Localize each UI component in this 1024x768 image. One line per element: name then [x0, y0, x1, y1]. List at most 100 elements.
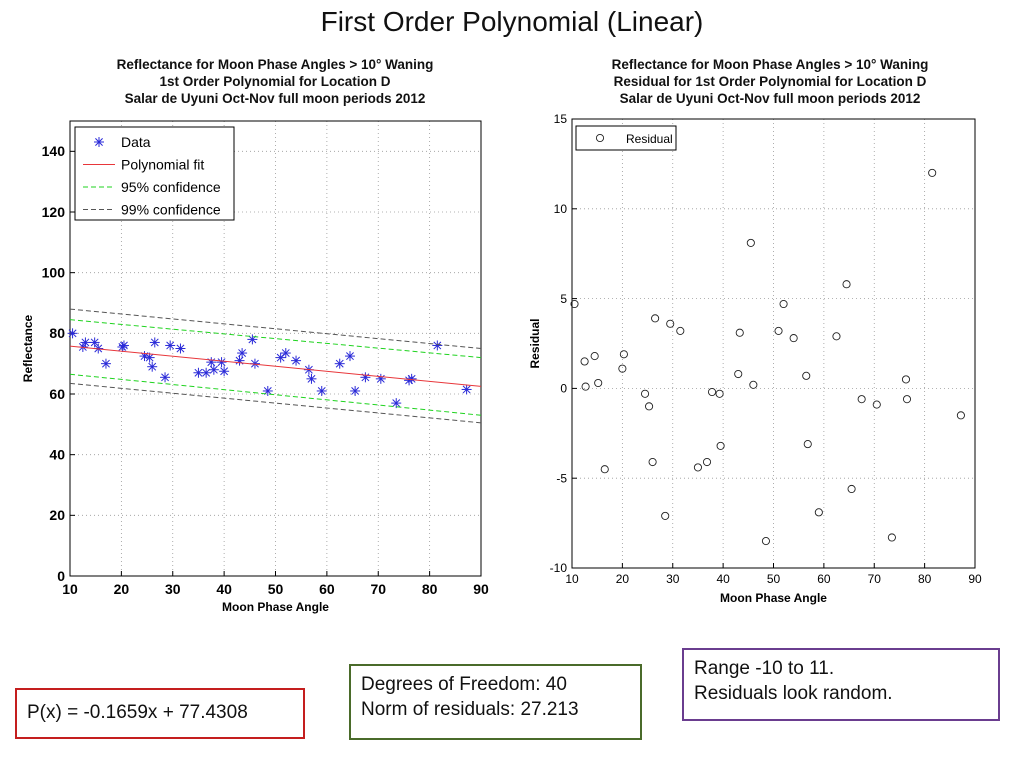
chart-title-right: Reflectance for Moon Phase Angles > 10° …: [565, 56, 975, 107]
legend-label: Polynomial fit: [121, 157, 204, 173]
x-tick-label: 40: [716, 572, 730, 586]
data-point: [149, 337, 160, 348]
residual-point: [661, 511, 670, 520]
residual-point: [702, 457, 712, 467]
y-tick-label: 15: [554, 112, 568, 126]
y-tick-label: 0: [57, 568, 65, 584]
residual-point: [749, 380, 758, 389]
chart-title-right-line-3: Salar de Uyuni Oct-Nov full moon periods…: [619, 91, 921, 106]
slide-title: First Order Polynomial (Linear): [320, 6, 704, 37]
residual-point: [901, 375, 911, 384]
legend-label: Data: [121, 134, 151, 150]
residual-point: [872, 400, 881, 409]
equation-text: P(x) = -0.1659x + 77.4308: [27, 702, 248, 723]
x-axis-label: Moon Phase Angle: [720, 591, 827, 605]
residual-point: [746, 238, 755, 247]
residual-point: [842, 280, 851, 289]
residual-point: [887, 533, 896, 542]
residual-point: [570, 299, 579, 309]
data-point: [344, 351, 355, 362]
data-point: [208, 364, 219, 375]
legend-label: 99% confidence: [121, 202, 221, 218]
x-axis-label: Moon Phase Angle: [222, 600, 329, 614]
residual-point: [802, 371, 811, 380]
data-point: [234, 355, 245, 366]
y-tick-label: 40: [49, 447, 65, 463]
residual-point: [666, 319, 675, 328]
data-point: [316, 385, 327, 396]
x-tick-label: 60: [319, 581, 335, 597]
range-text: Range -10 to 11.: [694, 658, 835, 679]
polynomial-fit-line: [69, 345, 482, 387]
data-point: [334, 358, 345, 369]
legend-residual-marker: [595, 133, 605, 143]
equation-box: P(x) = -0.1659x + 77.4308: [15, 688, 305, 739]
y-tick-label: -10: [550, 561, 568, 575]
chart-title-right-line-2: Residual for 1st Order Polynomial for Lo…: [613, 74, 927, 89]
residual-point: [761, 537, 770, 546]
x-tick-label: 60: [817, 572, 831, 586]
data-point: [201, 367, 212, 378]
data-point: [391, 398, 402, 409]
residual-point: [640, 389, 650, 398]
residual-point: [581, 382, 590, 391]
residual-point: [715, 389, 724, 398]
y-tick-label: 5: [560, 292, 567, 306]
norm-of-residuals-text: Norm of residuals: 27.213: [361, 699, 579, 720]
data-point: [89, 337, 100, 348]
residual-point: [651, 314, 660, 323]
y-tick-label: -5: [556, 471, 567, 485]
residual-point: [645, 402, 654, 411]
residual-point: [803, 440, 812, 449]
data-point: [461, 384, 472, 395]
x-tick-label: 20: [114, 581, 130, 597]
y-tick-label: 120: [42, 204, 66, 220]
data-point: [262, 385, 273, 396]
residual-point: [580, 357, 589, 366]
data-point: [280, 348, 291, 359]
chart-legend: Data Polynomial fit 95% confidence 99% conf…: [74, 126, 235, 221]
x-tick-label: 90: [473, 581, 489, 597]
residual-point: [774, 326, 783, 335]
residual-point: [707, 387, 717, 397]
residual-point: [693, 463, 702, 472]
residual-point: [789, 334, 798, 343]
data-point: [432, 340, 443, 351]
degrees-of-freedom-text: Degrees of Freedom: 40: [361, 674, 567, 695]
data-point: [219, 366, 230, 377]
data-point: [291, 355, 302, 366]
x-tick-label: 90: [968, 572, 982, 586]
residual-point: [676, 326, 685, 335]
residual-point: [734, 369, 743, 379]
confidence-99-upper-line: [69, 308, 482, 349]
data-point: [375, 373, 386, 384]
residual-point: [618, 364, 627, 373]
chart-title-left-line-3: Salar de Uyuni Oct-Nov full moon periods…: [124, 91, 426, 106]
x-tick-label: 50: [767, 572, 781, 586]
y-tick-label: 10: [554, 202, 568, 216]
residual-point: [600, 465, 609, 474]
residual-point: [594, 378, 603, 388]
confidence-99-lower-line: [69, 382, 482, 424]
x-tick-label: 30: [666, 572, 680, 586]
x-tick-label: 30: [165, 581, 181, 597]
chart-title-left-line-1: Reflectance for Moon Phase Angles > 10° …: [116, 57, 434, 72]
legend-data-marker: [94, 137, 104, 147]
x-tick-label: 70: [868, 572, 882, 586]
legend-label: 95% confidence: [121, 179, 221, 195]
residuals-random-text: Residuals look random.: [694, 683, 893, 704]
range-note-box: Range -10 to 11. Residuals look random.: [682, 648, 1000, 721]
legend-frame: [575, 125, 677, 151]
residual-point: [814, 508, 823, 517]
x-tick-label: 10: [62, 581, 78, 597]
y-axis-label: Residual: [528, 318, 542, 368]
data-point: [175, 343, 186, 354]
reflectance-chart: 10 20 30 40 50 60 70 80 90 0 20 40 60 80 100 120 140 Moon…: [21, 120, 489, 614]
y-tick-label: 0: [560, 382, 567, 396]
x-tick-label: 20: [616, 572, 630, 586]
data-point: [165, 340, 176, 351]
residual-point: [648, 457, 657, 467]
data-point: [160, 372, 171, 383]
data-point: [118, 340, 129, 351]
data-point: [350, 385, 361, 396]
